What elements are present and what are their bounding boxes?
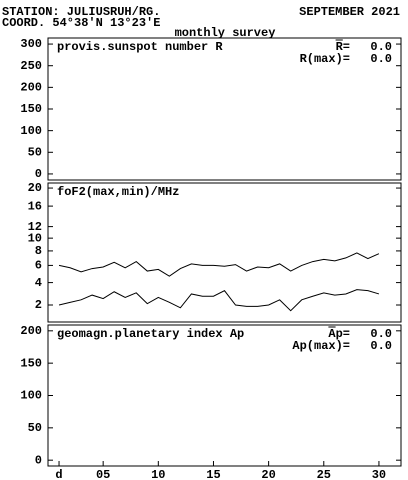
y-tick-label: 200 — [20, 324, 42, 338]
x-tick-label: 10 — [151, 468, 165, 480]
panel-title: provis.sunspot number R — [57, 40, 223, 54]
y-tick-label: 150 — [20, 356, 42, 370]
y-tick-label: 2 — [35, 298, 42, 312]
coord: COORD. 54°38'N 13°23'E — [2, 16, 160, 30]
annotation-label: R(max)= — [300, 52, 350, 66]
y-tick-label: 10 — [28, 231, 42, 245]
y-tick-label: 200 — [20, 81, 42, 95]
annotation-value: 0.0 — [370, 52, 392, 66]
y-tick-label: 300 — [20, 37, 42, 51]
annotation-value: 0.0 — [370, 327, 392, 341]
y-tick-label: 100 — [20, 389, 42, 403]
x-tick-label: 20 — [261, 468, 275, 480]
annotation-label: Ap(max)= — [292, 339, 350, 353]
series-line — [58, 252, 380, 277]
x-tick-label: 05 — [96, 468, 110, 480]
subtitle: monthly survey — [175, 26, 276, 40]
y-tick-label: 20 — [28, 181, 42, 195]
y-tick-label: 0 — [35, 167, 42, 181]
annotation-value: 0.0 — [370, 339, 392, 353]
y-tick-label: 250 — [20, 59, 42, 73]
y-tick-label: 16 — [28, 199, 42, 213]
y-tick-label: 50 — [28, 145, 42, 159]
x-tick-label: d — [55, 468, 62, 480]
panel — [47, 182, 402, 323]
annotation-label: Ap= — [328, 327, 350, 341]
y-tick-label: 8 — [35, 244, 42, 258]
y-tick-label: 6 — [35, 259, 42, 273]
x-tick-label: 25 — [317, 468, 331, 480]
annotation-label: R= — [336, 40, 350, 54]
y-tick-label: 150 — [20, 102, 42, 116]
y-tick-label: 12 — [28, 220, 42, 234]
station: STATION: JULIUSRUH/RG. — [2, 5, 160, 19]
x-tick-label: 30 — [372, 468, 386, 480]
panel-title: foF2(max,min)/MHz — [57, 185, 179, 199]
y-tick-label: 100 — [20, 124, 42, 138]
y-tick-label: 50 — [28, 421, 42, 435]
date: SEPTEMBER 2021 — [299, 5, 400, 19]
y-tick-label: 0 — [35, 453, 42, 467]
x-tick-label: 15 — [206, 468, 220, 480]
series-line — [58, 289, 380, 312]
annotation-value: 0.0 — [370, 40, 392, 54]
y-tick-label: 4 — [35, 276, 42, 290]
panel-title: geomagn.planetary index Ap — [57, 327, 244, 341]
